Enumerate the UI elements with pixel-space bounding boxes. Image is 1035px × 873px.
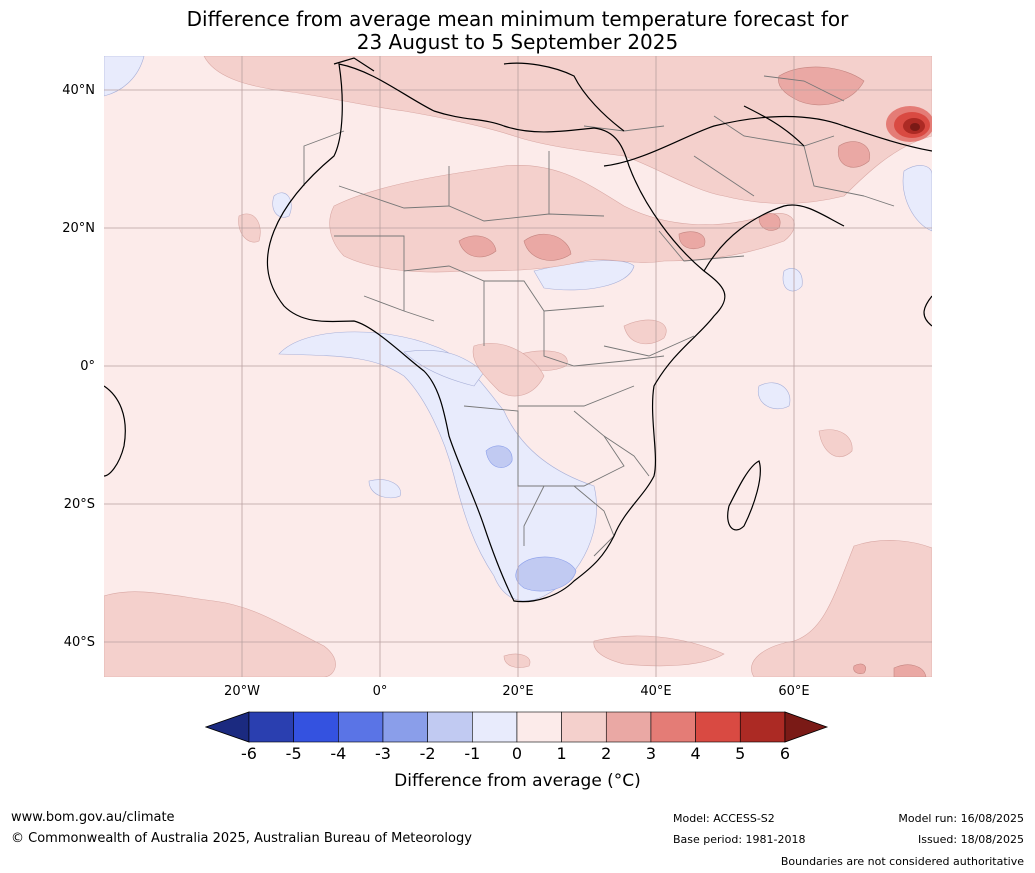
footer-disclaimer: Boundaries are not considered authoritat…: [780, 855, 1024, 868]
country-borders: [303, 75, 895, 557]
legend-swatch: [293, 711, 339, 743]
graticule: [104, 56, 932, 677]
legend-swatch: [605, 711, 652, 743]
legend-swatch: [695, 711, 741, 743]
footer-issued: Issued: 18/08/2025: [917, 833, 1024, 846]
legend-tick-label: 2: [601, 744, 612, 763]
legend-label: Difference from average (°C): [394, 771, 641, 791]
legend-swatch: [382, 711, 428, 743]
legend-swatch-min: [205, 711, 250, 743]
legend-swatch: [427, 711, 473, 743]
footer-model-run: Model run: 16/08/2025: [898, 812, 1024, 825]
legend-swatch: [338, 711, 384, 743]
lat-label-40n: 40°N: [62, 83, 95, 98]
legend-tick-label: -4: [330, 744, 347, 763]
lat-label-40s: 40°S: [63, 635, 95, 650]
cool-anomaly-regions: [104, 56, 932, 602]
color-legend: [205, 711, 829, 743]
lon-label-40e: 40°E: [640, 684, 672, 699]
coastlines: [104, 57, 932, 603]
legend-swatch: [561, 711, 607, 743]
footer-website: www.bom.gov.au/climate: [11, 810, 175, 825]
forecast-map: [104, 56, 932, 677]
footer-copyright: © Commonwealth of Australia 2025, Austra…: [11, 831, 472, 846]
legend-swatches: [205, 711, 829, 743]
legend-tick-label: -6: [241, 744, 257, 763]
legend-swatch: [650, 711, 696, 743]
lat-label-0: 0°: [80, 359, 95, 374]
legend-swatch-max: [784, 711, 829, 743]
legend-swatch: [471, 711, 518, 743]
map-title: Difference from average mean minimum tem…: [0, 8, 1035, 54]
legend-tick-label: -1: [464, 744, 481, 763]
legend-tick-label: -2: [419, 744, 436, 763]
lat-label-20s: 20°S: [63, 497, 95, 512]
lon-label-20e: 20°E: [502, 684, 534, 699]
footer-base-period: Base period: 1981-2018: [673, 833, 806, 846]
legend-tick-label: 0: [511, 744, 523, 763]
lat-label-20n: 20°N: [62, 221, 95, 236]
lon-label-0: 0°: [372, 684, 388, 699]
legend-swatch: [248, 711, 294, 743]
lon-label-60e: 60°E: [778, 684, 810, 699]
warm-anomaly-core: [458, 66, 927, 677]
hot-spot: [886, 106, 932, 142]
legend-tick-label: -3: [374, 744, 391, 763]
map-canvas: [104, 56, 932, 677]
legend-swatch: [516, 711, 562, 743]
footer-model: Model: ACCESS-S2: [673, 812, 775, 825]
cool-anomaly-core: [485, 445, 577, 592]
lon-label-20w: 20°W: [224, 684, 260, 699]
legend-tick-label: 6: [779, 744, 790, 763]
title-line-2: 23 August to 5 September 2025: [356, 30, 679, 54]
legend-tick-label: 1: [556, 744, 567, 763]
legend-tick-label: 4: [690, 744, 701, 763]
legend-tick-label: 5: [735, 744, 746, 763]
legend-tick-label: -5: [285, 744, 302, 763]
legend-swatch: [739, 711, 786, 743]
title-line-1: Difference from average mean minimum tem…: [186, 7, 849, 31]
legend-tick-label: 3: [645, 744, 657, 763]
